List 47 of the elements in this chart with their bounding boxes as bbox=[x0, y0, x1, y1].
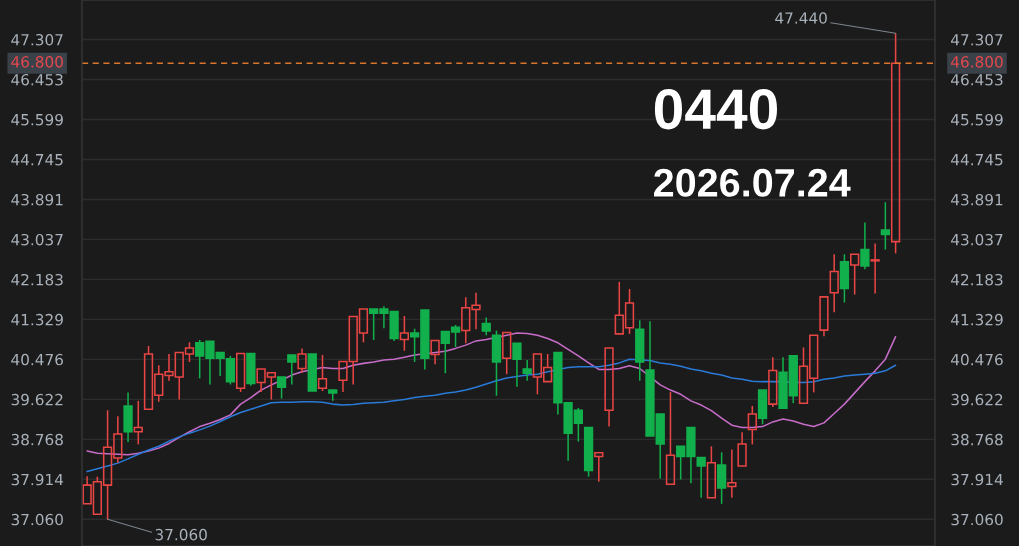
candlestick bbox=[870, 242, 880, 295]
y-tick-label: 43.891 bbox=[11, 193, 63, 206]
y2-tick-label: 43.037 bbox=[951, 233, 1003, 246]
candlestick bbox=[880, 201, 891, 251]
y2-tick-label: 43.891 bbox=[951, 193, 1003, 206]
y-tick-label: 38.768 bbox=[11, 433, 63, 446]
candlestick bbox=[297, 347, 307, 374]
y-tick-label: 44.745 bbox=[11, 154, 63, 166]
candlestick bbox=[696, 456, 706, 499]
candlestick bbox=[512, 342, 522, 388]
y2-tick-label: 37.060 bbox=[951, 513, 1003, 526]
annotation: 47.440 bbox=[775, 12, 827, 24]
y2-tick-label: 44.745 bbox=[951, 154, 1003, 166]
candlestick bbox=[829, 253, 839, 314]
annotation: 37.060 bbox=[155, 528, 207, 541]
y-tick-label: 46.453 bbox=[11, 73, 63, 86]
y-tick-label: 42.183 bbox=[11, 273, 63, 286]
y2-tick-label: 39.622 bbox=[951, 393, 1003, 406]
y-tick-label: 41.329 bbox=[11, 313, 63, 326]
y2-tick-label: 37.914 bbox=[951, 473, 1003, 486]
candlestick bbox=[716, 451, 727, 505]
candlestick bbox=[287, 354, 297, 386]
candlestick bbox=[522, 359, 532, 382]
y2-tick-label: 45.599 bbox=[951, 113, 1003, 126]
y2-tick-label: 40.476 bbox=[951, 353, 1003, 366]
text: 0440 bbox=[654, 89, 777, 130]
y-tick-label: 43.037 bbox=[11, 233, 63, 246]
y2-tick-label: 42.183 bbox=[951, 273, 1003, 286]
y-tick-label: 45.599 bbox=[11, 113, 63, 126]
ref-line-label: 46.800 bbox=[951, 56, 1003, 68]
line-series bbox=[86, 332, 897, 456]
candlestick bbox=[727, 448, 737, 499]
y2-tick-label: 41.329 bbox=[951, 313, 1003, 326]
text: 2026.07.24 bbox=[654, 168, 851, 197]
y2-tick-label: 47.307 bbox=[951, 33, 1003, 46]
y2-tick-label: 46.453 bbox=[951, 73, 1003, 86]
y-tick-label: 40.476 bbox=[11, 353, 63, 366]
candlestick bbox=[276, 376, 287, 400]
y2-tick-label: 38.768 bbox=[951, 433, 1003, 446]
candlestick bbox=[768, 356, 778, 408]
line-series bbox=[86, 358, 897, 473]
text: 46.800 bbox=[11, 56, 63, 68]
candlestick bbox=[860, 221, 870, 271]
y-tick-label: 37.914 bbox=[11, 473, 64, 486]
y-tick-label: 47.307 bbox=[11, 33, 63, 46]
y-tick-label: 39.622 bbox=[11, 393, 63, 406]
y-tick-label: 37.060 bbox=[11, 513, 63, 526]
